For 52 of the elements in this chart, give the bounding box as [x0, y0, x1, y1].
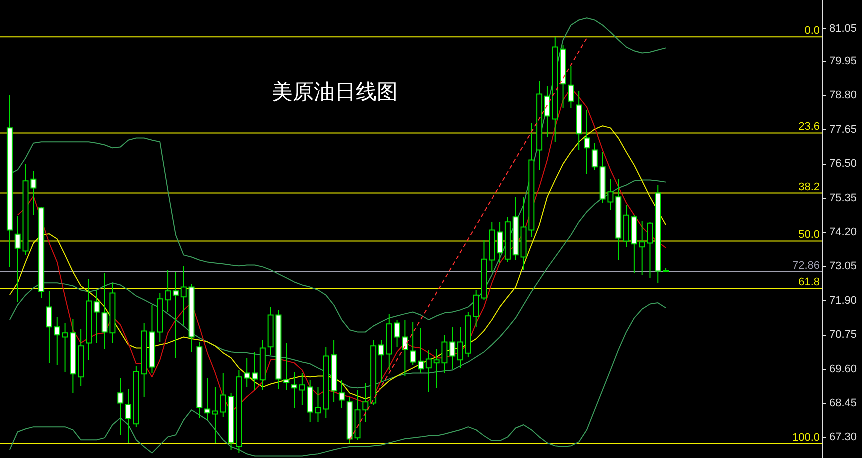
y-tick-label: 75.35 [830, 192, 858, 204]
y-tick-label: 74.20 [830, 226, 858, 238]
y-tick-label: 79.95 [830, 55, 858, 68]
candlestick [94, 290, 100, 344]
candlestick [450, 326, 456, 370]
candlestick [568, 66, 574, 109]
candlestick [592, 142, 598, 171]
y-tick-label: 69.60 [830, 363, 858, 376]
y-tick-label: 71.90 [830, 294, 858, 307]
candlestick [410, 322, 416, 366]
candlestick [378, 340, 384, 383]
annotation: 100.0 [792, 432, 820, 444]
candlestick [46, 290, 52, 364]
candlestick [252, 352, 258, 391]
ref-line-label: 72.86 [792, 260, 820, 272]
candlestick [14, 216, 21, 303]
candlestick [284, 342, 290, 391]
annotation: 61.8 [798, 276, 820, 288]
candlestick [172, 272, 179, 359]
annotation: 23.6 [798, 121, 820, 134]
y-tick-label: 78.80 [830, 90, 858, 102]
annotation: 0.0 [804, 25, 820, 38]
candlestick [458, 326, 464, 369]
line-series [9, 180, 667, 389]
candlestick [584, 110, 590, 175]
y-tick-label: 76.50 [830, 158, 858, 170]
y-tick-label: 68.45 [830, 397, 858, 410]
candlestick [204, 378, 211, 421]
text: 美原油日线图 [272, 80, 398, 104]
annotation: 38.2 [798, 181, 820, 194]
y-tick-label: 81.05 [830, 22, 858, 35]
candlestick [165, 270, 172, 313]
candlestick [54, 316, 60, 366]
candlestick [497, 222, 504, 264]
candlestick [292, 372, 298, 409]
candlestick [220, 372, 226, 418]
candlestick [126, 388, 132, 444]
candlestick [180, 266, 187, 326]
candlestick [212, 386, 218, 444]
candlestick [118, 378, 124, 436]
candlestick [418, 328, 424, 374]
candlestick [544, 86, 550, 138]
y-tick-label: 67.30 [830, 432, 858, 444]
candlestick [338, 380, 345, 409]
line-series [9, 302, 667, 457]
candlestick [426, 350, 432, 393]
y-tick-label: 73.05 [830, 260, 858, 273]
candlestick [299, 372, 306, 406]
annotation: 50.0 [798, 229, 820, 242]
y-tick-label: 70.75 [830, 329, 858, 342]
y-tick-label: 77.65 [830, 124, 858, 136]
candlestick [244, 358, 250, 388]
